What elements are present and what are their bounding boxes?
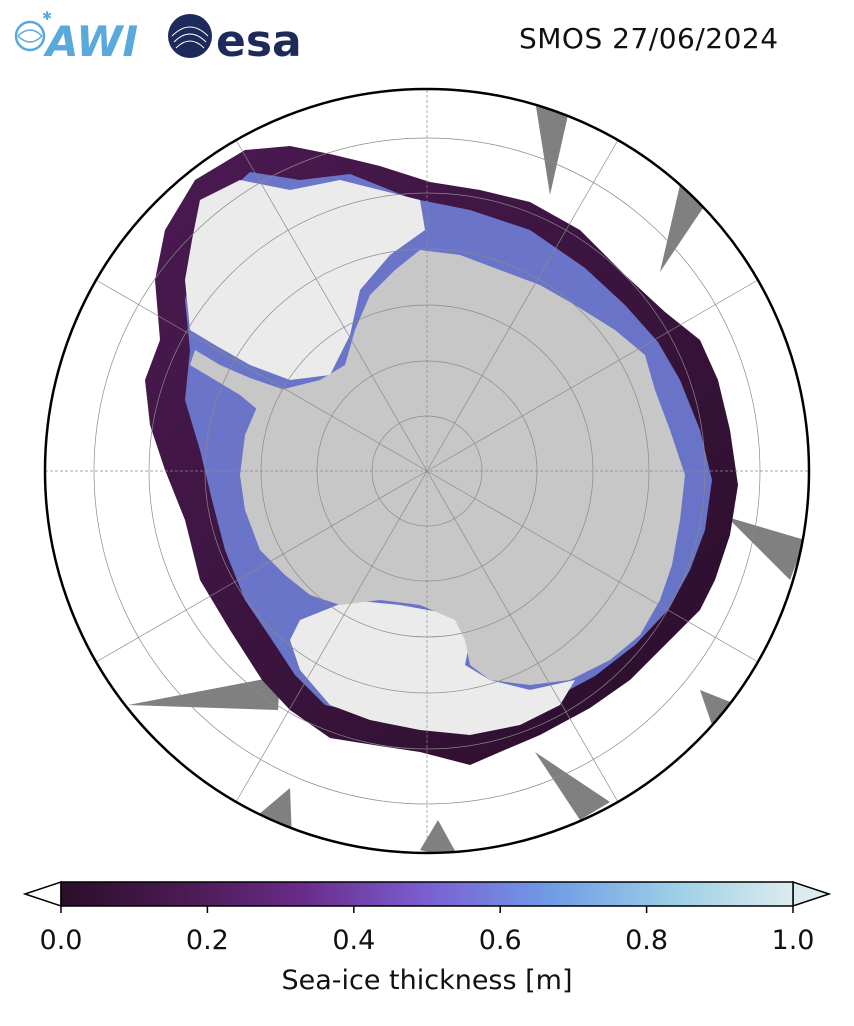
svg-text:AWI: AWI <box>43 17 138 66</box>
colorbar-ticks: 0.0 0.2 0.4 0.6 0.8 1.0 <box>40 906 815 950</box>
svg-text:esa: esa <box>216 16 302 66</box>
map-boundary <box>43 87 811 855</box>
svg-text:✱: ✱ <box>42 9 52 23</box>
colorbar-tick-label: 0.0 <box>40 925 83 950</box>
awi-logo: ✱ AWI <box>14 9 138 66</box>
colorbar: 0.0 0.2 0.4 0.6 0.8 1.0 <box>22 880 832 950</box>
colorbar-label: Sea-ice thickness [m] <box>281 965 573 996</box>
antarctica-land <box>240 250 685 685</box>
colorbar-tick-label: 1.0 <box>772 925 815 950</box>
sea-ice-map <box>43 87 811 855</box>
antarctic-peninsula <box>190 350 285 410</box>
missing-data-wedges <box>128 100 805 853</box>
colorbar-gradient <box>60 881 794 907</box>
map-title: SMOS 27/06/2024 <box>519 22 779 55</box>
weddell-thick-ice <box>185 180 425 380</box>
ross-thick-ice <box>290 600 575 735</box>
colorbar-tick-label: 0.8 <box>625 925 668 950</box>
colorbar-tick-label: 0.4 <box>332 925 375 950</box>
colorbar-tick-label: 0.2 <box>186 925 229 950</box>
esa-logo: esa <box>168 14 302 67</box>
colorbar-tick-label: 0.6 <box>479 925 522 950</box>
colorbar-extend-min <box>22 880 62 908</box>
logo-bar: ✱ AWI esa <box>8 6 308 67</box>
colorbar-extend-max <box>792 880 832 908</box>
graticule <box>45 89 809 853</box>
